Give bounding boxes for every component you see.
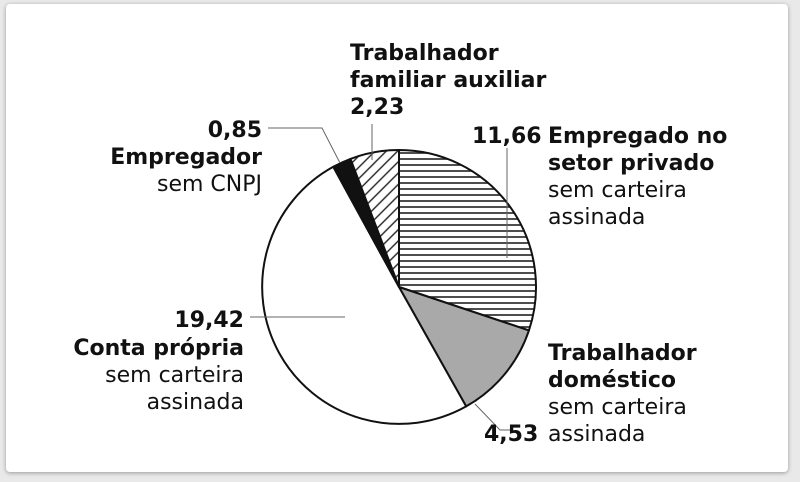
leader-line-empregador: [268, 127, 341, 164]
slice-trabalhador-familiar: [349, 149, 400, 288]
sublabel-empregador: sem CNPJ: [157, 172, 262, 197]
slice-trabalhador-domestico: [398, 286, 530, 408]
value-label-empregador: 0,85: [208, 118, 262, 143]
label-domestico-line2: doméstico: [548, 368, 676, 393]
value-label-familiar: 2,23: [350, 95, 404, 120]
sublabel-conta-propria-line2: assinada: [147, 390, 244, 415]
leader-line-domestico: [474, 403, 512, 431]
label-conta-propria: Conta própria: [73, 336, 244, 361]
label-domestico-line1: Trabalhador: [548, 341, 697, 366]
label-empregador: Empregador: [110, 145, 262, 170]
sublabel-empregado-line2: assinada: [548, 205, 645, 230]
sublabel-empregado-line1: sem carteira: [548, 178, 687, 203]
value-label-empregado-privado: 11,66: [472, 124, 542, 149]
sublabel-conta-propria-line1: sem carteira: [105, 363, 244, 388]
label-empregado-line2: setor privado: [548, 151, 714, 176]
value-label-conta-propria: 19,42: [174, 308, 244, 333]
label-familiar-line2: familiar auxiliar: [350, 68, 546, 93]
value-label-domestico: 4,53: [484, 422, 538, 447]
sublabel-domestico-line2: assinada: [548, 422, 645, 447]
label-empregado-line1: Empregado no: [548, 124, 727, 149]
sublabel-domestico-line1: sem carteira: [548, 395, 687, 420]
slice-conta-propria: [261, 165, 468, 425]
slice-empregado-privado: [398, 149, 537, 332]
label-familiar-line1: Trabalhador: [350, 41, 499, 66]
